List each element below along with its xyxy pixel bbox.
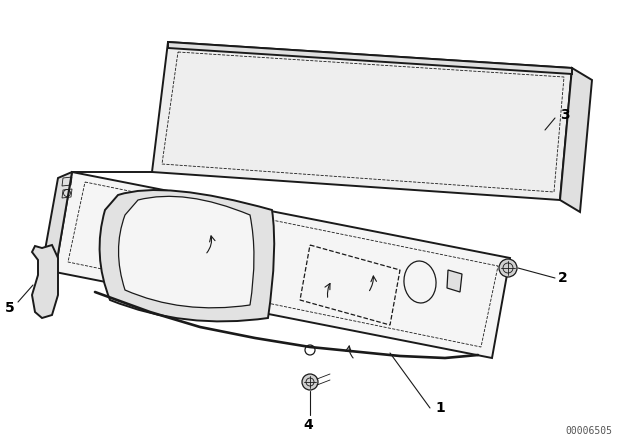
Polygon shape	[560, 68, 592, 212]
Text: 2: 2	[558, 271, 568, 285]
Circle shape	[499, 259, 517, 277]
Circle shape	[302, 374, 318, 390]
Text: 1: 1	[435, 401, 445, 415]
Ellipse shape	[404, 261, 436, 303]
Polygon shape	[447, 270, 462, 292]
Text: 3: 3	[560, 108, 570, 122]
Text: 4: 4	[303, 418, 313, 432]
PathPatch shape	[32, 245, 58, 318]
Polygon shape	[55, 172, 510, 358]
PathPatch shape	[100, 190, 275, 321]
Polygon shape	[152, 42, 572, 200]
Text: 00006505: 00006505	[565, 426, 612, 436]
Polygon shape	[168, 42, 572, 74]
Text: 5: 5	[5, 301, 15, 315]
PathPatch shape	[118, 196, 254, 308]
Polygon shape	[300, 245, 400, 325]
Polygon shape	[40, 172, 72, 278]
